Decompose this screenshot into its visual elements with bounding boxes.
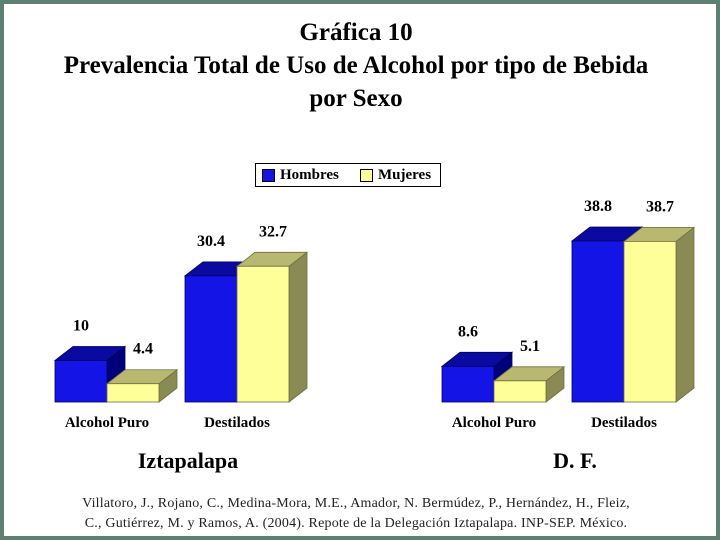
bar-side-d-f-destilados-mujeres (675, 226, 695, 403)
category-label-d-f-alcohol-puro: Alcohol Puro (452, 415, 536, 431)
bar-iztapalapa-alcohol-puro-hombres (54, 360, 108, 403)
chart-title: Gráfica 10 Prevalencia Total de Uso de A… (0, 16, 712, 115)
title-line-2: Prevalencia Total de Uso de Alcohol por … (63, 52, 649, 79)
data-label-d-f-destilados-mujeres: 38.7 (646, 198, 674, 215)
bar-d-f-alcohol-puro-mujeres (493, 380, 547, 403)
citation-line-1: Villatoro, J., Rojano, C., Medina-Mora, … (82, 496, 630, 511)
category-label-d-f-destilados: Destilados (591, 415, 657, 431)
data-label-d-f-alcohol-puro-mujeres: 5.1 (520, 338, 540, 355)
legend-label-hombres: Hombres (280, 167, 339, 183)
category-label-iztapalapa-destilados: Destilados (204, 415, 270, 431)
category-label-iztapalapa-alcohol-puro: Alcohol Puro (65, 415, 149, 431)
bar-d-f-destilados-mujeres (623, 240, 677, 403)
bar-side-iztapalapa-destilados-mujeres (288, 251, 308, 403)
title-line-3: por Sexo (309, 85, 403, 112)
data-label-d-f-alcohol-puro-hombres: 8.6 (458, 323, 478, 340)
citation-line-2: C., Gutiérrez, M. y Ramos, A. (2004). Re… (84, 516, 628, 531)
legend-swatch-hombres (262, 169, 275, 182)
legend-swatch-mujeres (360, 169, 373, 182)
legend-label-mujeres: Mujeres (378, 167, 432, 183)
bar-iztapalapa-destilados-hombres (184, 275, 238, 403)
data-label-iztapalapa-destilados-mujeres: 32.7 (259, 223, 287, 240)
group-label-iztapalapa: Iztapalapa (138, 448, 238, 473)
data-label-iztapalapa-alcohol-puro-mujeres: 4.4 (133, 341, 153, 358)
bar-d-f-destilados-hombres (571, 240, 625, 403)
citation: Villatoro, J., Rojano, C., Medina-Mora, … (20, 494, 692, 534)
data-label-iztapalapa-destilados-hombres: 30.4 (197, 233, 225, 250)
data-label-iztapalapa-alcohol-puro-hombres: 10 (73, 318, 89, 335)
bar-iztapalapa-destilados-mujeres (236, 265, 290, 403)
bar-iztapalapa-alcohol-puro-mujeres (106, 383, 160, 403)
data-label-d-f-destilados-hombres: 38.8 (584, 198, 612, 215)
group-label-d-f-: D. F. (553, 448, 597, 473)
bar-d-f-alcohol-puro-hombres (441, 365, 495, 403)
title-line-1: Gráfica 10 (299, 19, 413, 46)
legend: Hombres Mujeres (255, 163, 441, 187)
